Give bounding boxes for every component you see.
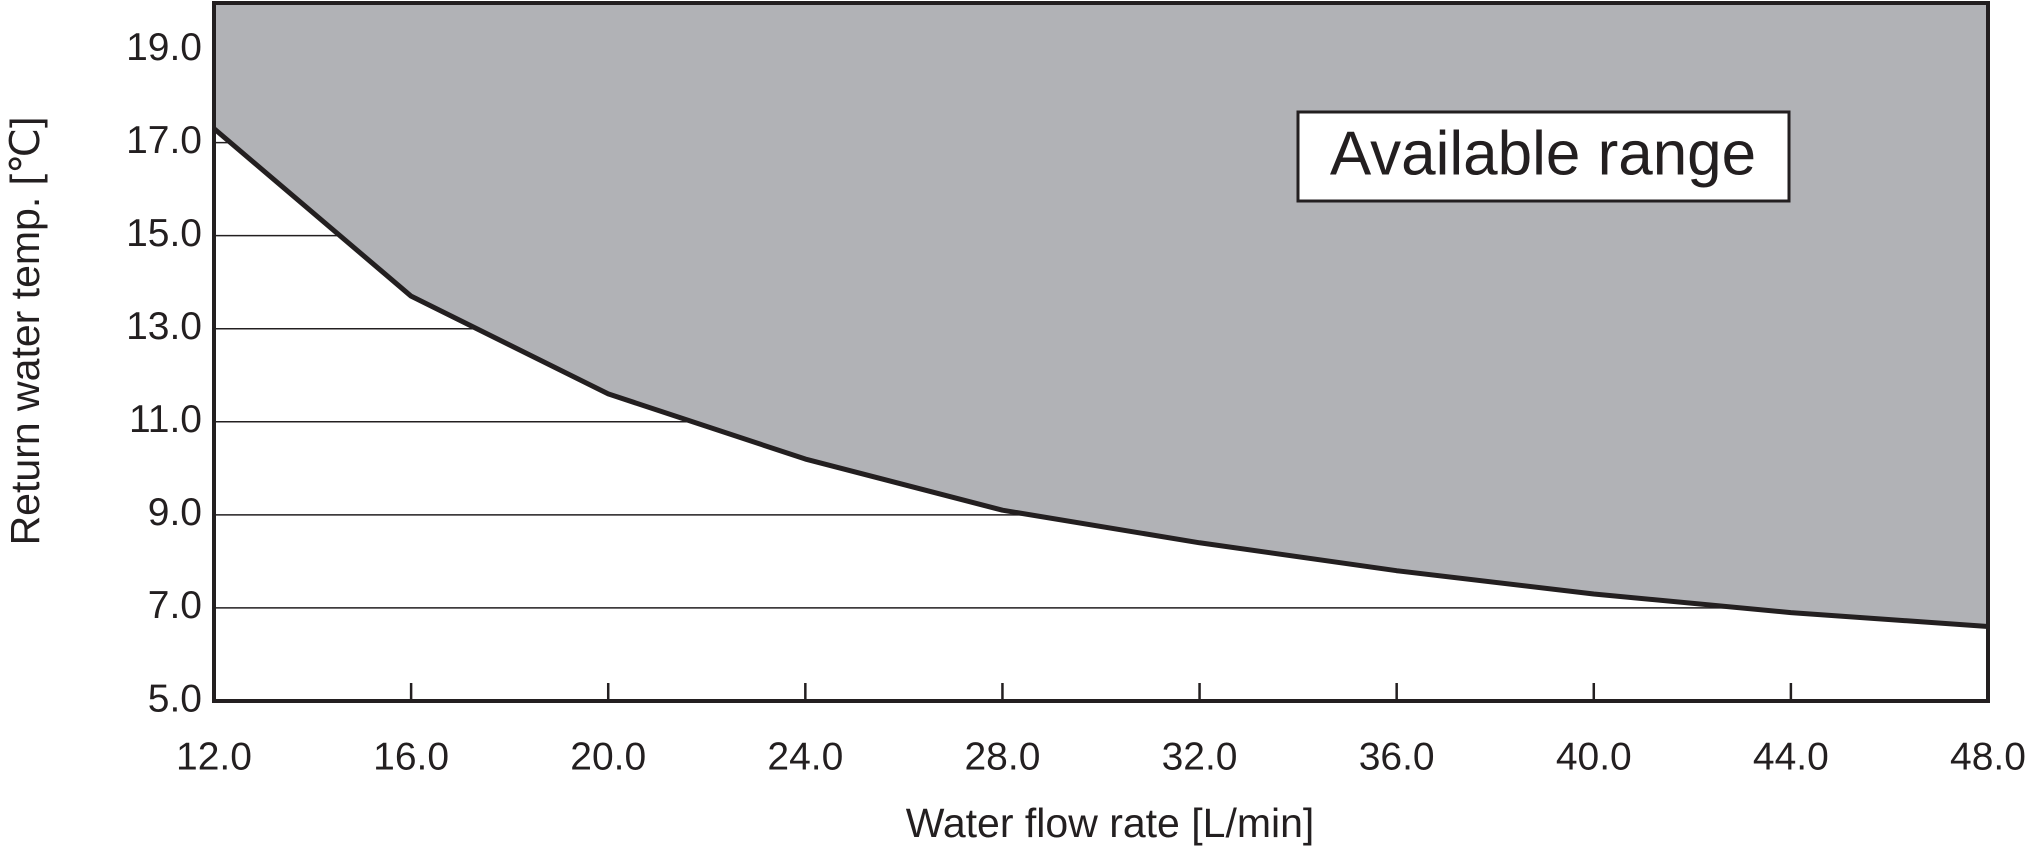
annotation-box (1296, 110, 1791, 203)
boundary-line (212, 126, 1989, 630)
plot-frame (212, 1, 1990, 703)
x-tick-label: 36.0 (1359, 735, 1435, 778)
annotation: Available range (1330, 119, 1756, 188)
y-axis-title: Return water temp. [℃] (2, 117, 48, 546)
x-tick-label: 48.0 (1950, 735, 2026, 778)
y-tick-label: 9.0 (148, 491, 202, 534)
y-tick-label: 7.0 (148, 584, 202, 627)
x-tick-label: 32.0 (1162, 735, 1238, 778)
x-tick-label: 12.0 (176, 735, 252, 778)
x-tick-label: 16.0 (373, 735, 449, 778)
y-tick-label: 15.0 (126, 212, 202, 255)
y-tick-label: 17.0 (126, 119, 202, 162)
y-tick-label: 13.0 (126, 305, 202, 348)
y-tick-label: 5.0 (148, 677, 202, 720)
x-tick-label: 28.0 (964, 735, 1040, 778)
x-tick-label: 44.0 (1753, 735, 1829, 778)
y-tick-label: 19.0 (126, 26, 202, 69)
y-tick-label: 11.0 (129, 398, 202, 441)
x-tick-label: 20.0 (570, 735, 646, 778)
x-tick-label: 40.0 (1556, 735, 1632, 778)
area (214, 3, 1988, 627)
x-axis-title: Water flow rate [L/min] (906, 800, 1315, 846)
x-tick-label: 24.0 (767, 735, 843, 778)
